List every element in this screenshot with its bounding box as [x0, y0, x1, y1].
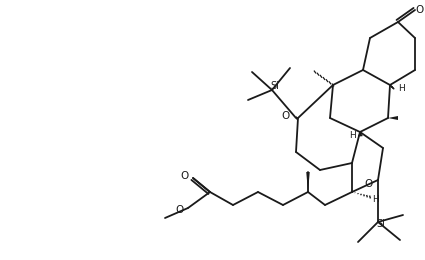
Text: O: O	[176, 205, 184, 215]
Text: Si: Si	[377, 219, 385, 229]
Polygon shape	[388, 116, 398, 120]
Text: H: H	[372, 194, 379, 204]
Polygon shape	[306, 172, 310, 192]
Text: O: O	[416, 5, 424, 15]
Polygon shape	[296, 116, 298, 120]
Text: H: H	[398, 83, 405, 93]
Text: O: O	[181, 171, 189, 181]
Text: O: O	[282, 111, 290, 121]
Text: O: O	[365, 179, 373, 189]
Text: H: H	[349, 131, 356, 140]
Text: Si: Si	[271, 81, 279, 91]
